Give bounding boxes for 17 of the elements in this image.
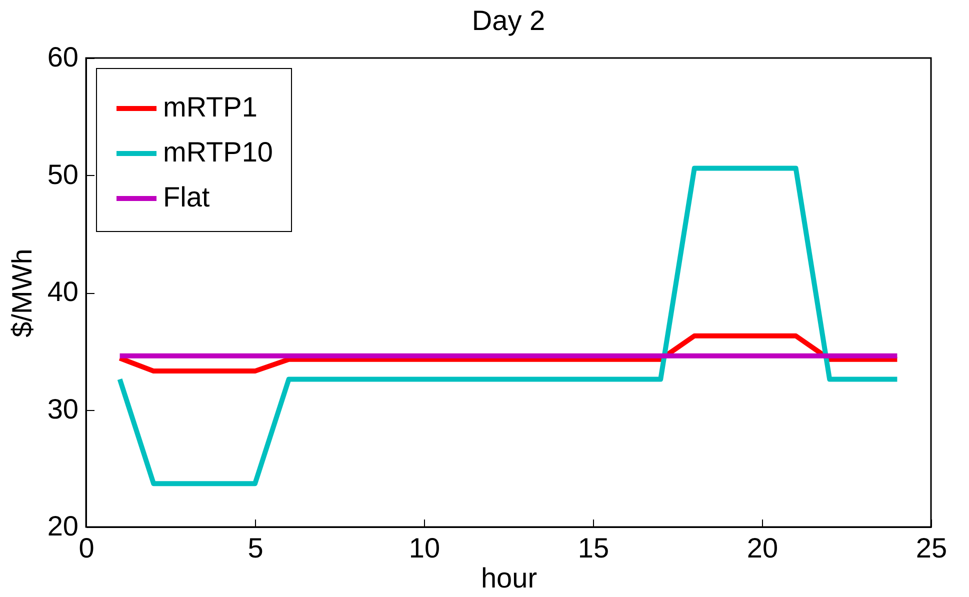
x-tick-label: 10 — [408, 532, 440, 564]
x-tick-label: 0 — [78, 532, 94, 564]
y-tick-label: 40 — [47, 276, 78, 307]
y-tick-label: 30 — [47, 393, 78, 424]
x-axis-title: hour — [480, 562, 538, 594]
y-axis-title: $/MWh — [6, 248, 38, 338]
y-tick-label: 20 — [47, 510, 78, 542]
y-tick-label: 50 — [47, 158, 78, 190]
x-tick-label: 20 — [746, 532, 778, 564]
legend-label: mRTP10 — [163, 136, 273, 168]
legend-label: Flat — [163, 182, 210, 212]
y-tick-label: 60 — [47, 42, 78, 72]
legend-label: mRTP1 — [163, 92, 258, 122]
x-tick-label: 15 — [578, 532, 610, 564]
chart-title: Day 2 — [472, 5, 546, 36]
x-tick-label: 25 — [916, 532, 948, 564]
x-tick-label: 5 — [248, 532, 264, 564]
